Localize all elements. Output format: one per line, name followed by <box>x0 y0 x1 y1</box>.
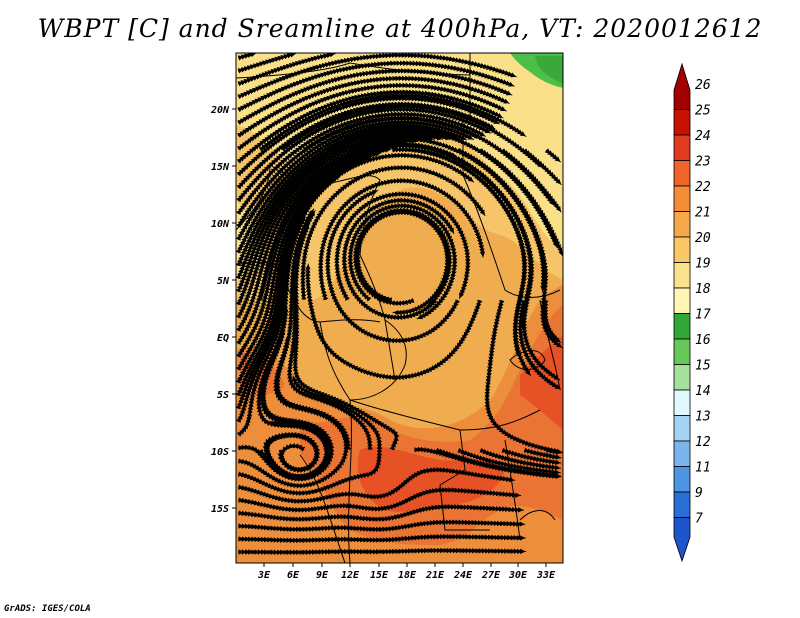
streamline <box>305 263 483 381</box>
colorbar-segment <box>673 287 691 314</box>
colorbar-label: 14 <box>695 384 711 399</box>
country-borders <box>236 53 561 563</box>
colorbar-label: 20 <box>695 231 711 246</box>
lat-label-15s: 15S <box>211 504 229 515</box>
streamline <box>542 299 562 344</box>
streamline <box>517 299 562 390</box>
streamline <box>237 504 525 522</box>
colorbar-segment <box>673 517 691 563</box>
lon-label-9e: 9E <box>316 570 329 581</box>
lat-label-10n: 10N <box>211 219 230 230</box>
colorbar-label: 17 <box>695 308 711 323</box>
lat-label-15n: 15N <box>211 162 230 173</box>
streamline <box>238 533 526 544</box>
streamlines <box>236 53 563 556</box>
colorbar-label: 21 <box>695 206 711 221</box>
colorbar-segment <box>673 236 691 263</box>
lon-label-15e: 15E <box>370 570 389 581</box>
colorbar-label: 11 <box>695 461 711 476</box>
colorbar-segment <box>673 491 691 518</box>
streamline <box>484 299 563 454</box>
colorbar-label: 26 <box>695 78 711 93</box>
colorbar-segment <box>673 338 691 365</box>
colorbar-label: 7 <box>695 512 703 527</box>
lon-label-21e: 21E <box>425 570 445 581</box>
colorbar-segment <box>673 440 691 467</box>
lat-axis: 20N 15N 10N 5N EQ 5S 10S 15S <box>210 105 236 515</box>
streamline <box>545 447 562 455</box>
colorbar-segment <box>673 364 691 391</box>
colorbar-segment <box>673 134 691 161</box>
colorbar-label: 19 <box>695 257 711 272</box>
lat-label-5s: 5S <box>217 390 229 401</box>
colorbar-segment <box>673 415 691 442</box>
colorbar-segment <box>673 389 691 416</box>
colorbar-segment <box>673 160 691 187</box>
grads-credit: GrADS: IGES/COLA <box>4 604 91 614</box>
lon-label-12e: 12E <box>341 570 360 581</box>
colorbar-label: 18 <box>695 282 711 297</box>
colorbar-segment <box>673 313 691 340</box>
lon-label-30e: 30E <box>508 570 528 581</box>
streamline <box>523 447 562 460</box>
colorbar-label: 23 <box>695 155 711 170</box>
streamline <box>238 547 527 556</box>
lon-label-6e: 6E <box>287 570 300 581</box>
streamline <box>522 148 562 186</box>
lon-axis: 3E 6E 9E 12E 15E 18E 21E 24E 27E 30E 33E <box>257 563 556 581</box>
lon-label-24e: 24E <box>453 570 473 581</box>
colorbar-segment <box>673 466 691 493</box>
lat-label-10s: 10S <box>211 447 229 458</box>
colorbar-segment <box>673 62 691 110</box>
lon-label-3e: 3E <box>257 570 271 581</box>
lon-label-27e: 27E <box>481 570 501 581</box>
colorbar-label: 25 <box>695 104 711 119</box>
lat-label-20n: 20N <box>210 105 230 116</box>
colorbar-label: 22 <box>695 180 711 195</box>
chart-title: WBPT [C] and Sreamline at 400hPa, VT: 20… <box>37 14 763 43</box>
colorbar-segment <box>673 185 691 212</box>
lat-label-eq: EQ <box>217 333 229 344</box>
lon-label-33e: 33E <box>536 570 556 581</box>
colorbar-segment <box>673 262 691 289</box>
map-frame <box>235 52 564 564</box>
colorbar-label: 15 <box>695 359 711 374</box>
wbpt-field-17 <box>535 56 563 84</box>
colorbar-label: 9 <box>695 486 703 501</box>
streamline <box>237 519 526 533</box>
colorbar-label: 12 <box>695 435 711 450</box>
colorbar-label: 13 <box>695 410 711 425</box>
streamline <box>544 148 562 163</box>
streamline <box>292 223 400 451</box>
colorbar-label: 24 <box>695 129 711 144</box>
lat-label-5n: 5N <box>217 276 230 287</box>
colorbar-segment <box>673 211 691 238</box>
lon-label-18e: 18E <box>398 570 417 581</box>
colorbar-segment <box>673 109 691 136</box>
colorbar-label: 16 <box>695 333 711 348</box>
